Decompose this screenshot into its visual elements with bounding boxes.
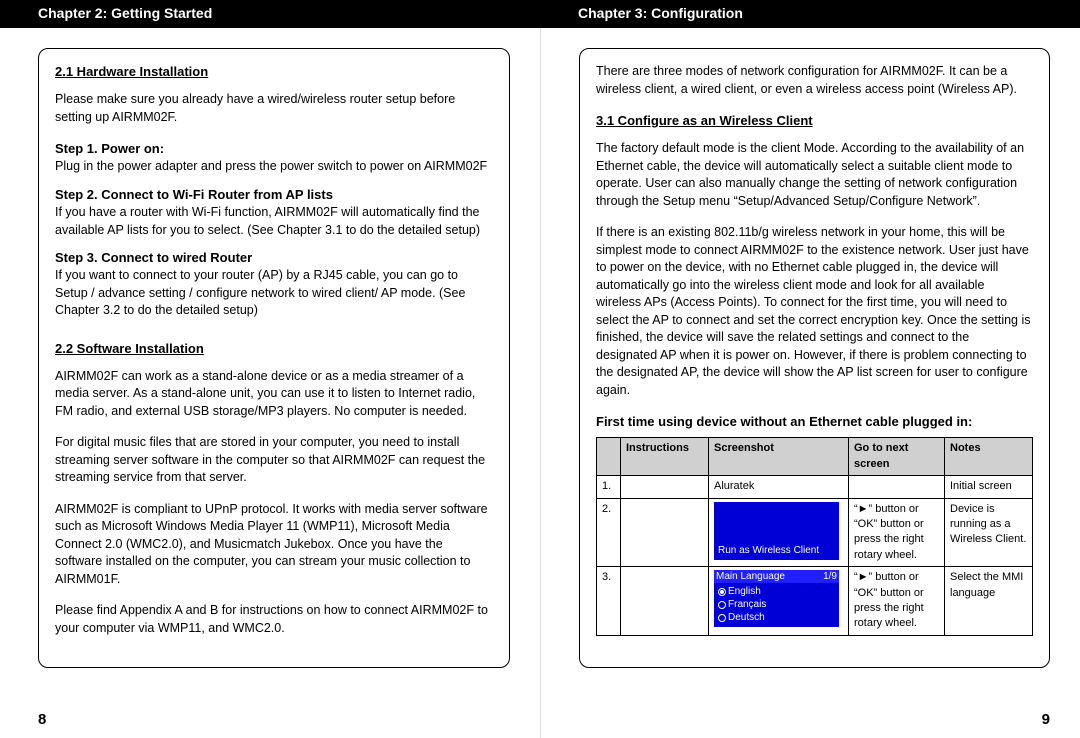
section-2-2-p3: AIRMM02F is compliant to UPnP protocol. …: [55, 501, 493, 589]
screenshot-text: Aluratek: [714, 480, 754, 492]
th-instructions: Instructions: [621, 438, 709, 476]
cell-screenshot: Run as Wireless Client: [709, 498, 849, 567]
radio-icon: [718, 601, 726, 609]
section-2-1-intro: Please make sure you already have a wire…: [55, 91, 493, 126]
lang-option: Français: [718, 598, 835, 611]
right-content-box: There are three modes of network configu…: [579, 48, 1050, 668]
step2-title: Step 2. Connect to Wi-Fi Router from AP …: [55, 186, 493, 204]
section-3-1-p1: The factory default mode is the client M…: [596, 140, 1033, 210]
cell-inst: [621, 498, 709, 567]
cell-num: 3.: [597, 567, 621, 636]
instructions-table: Instructions Screenshot Go to next scree…: [596, 437, 1033, 635]
section-2-2-title: 2.2 Software Installation: [55, 340, 493, 358]
section-2-2-p2: For digital music files that are stored …: [55, 434, 493, 487]
th-next: Go to next screen: [849, 438, 945, 476]
cell-inst: [621, 476, 709, 498]
screenshot-language-menu: Main Language 1/9 English Français: [714, 570, 839, 627]
step3-title: Step 3. Connect to wired Router: [55, 249, 493, 267]
step1-title: Step 1. Power on:: [55, 140, 493, 158]
cell-next: [849, 476, 945, 498]
right-intro: There are three modes of network configu…: [596, 63, 1033, 98]
lang-label: Français: [728, 598, 766, 611]
section-3-1-title: 3.1 Configure as an Wireless Client: [596, 112, 1033, 130]
lang-label: Deutsch: [728, 611, 765, 624]
table-header-row: Instructions Screenshot Go to next scree…: [597, 438, 1033, 476]
section-2-2-p1: AIRMM02F can work as a stand-alone devic…: [55, 368, 493, 421]
radio-icon: [718, 614, 726, 622]
cell-num: 2.: [597, 498, 621, 567]
step3-body: If you want to connect to your router (A…: [55, 267, 493, 320]
table-row: 1. Aluratek Initial screen: [597, 476, 1033, 498]
th-notes: Notes: [945, 438, 1033, 476]
first-time-heading: First time using device without an Ether…: [596, 413, 1033, 431]
page-left: 2.1 Hardware Installation Please make su…: [0, 28, 540, 738]
th-blank: [597, 438, 621, 476]
table-row: 2. Run as Wireless Client “►” button or …: [597, 498, 1033, 567]
cell-num: 1.: [597, 476, 621, 498]
menu-count: 1/9: [823, 570, 837, 583]
cell-screenshot: Aluratek: [709, 476, 849, 498]
cell-next: “►” button or “OK” button or press the r…: [849, 498, 945, 567]
step1-body: Plug in the power adapter and press the …: [55, 158, 493, 176]
cell-notes: Select the MMI language: [945, 567, 1033, 636]
table-row: 3. Main Language 1/9 English: [597, 567, 1033, 636]
page-right: There are three modes of network configu…: [540, 28, 1080, 738]
page-spread: 2.1 Hardware Installation Please make su…: [0, 28, 1080, 738]
section-3-1-p2: If there is an existing 802.11b/g wirele…: [596, 224, 1033, 399]
menu-header: Main Language: [716, 570, 785, 583]
cell-screenshot: Main Language 1/9 English Français: [709, 567, 849, 636]
page-number-right: 9: [1042, 709, 1050, 730]
chapter-title-left: Chapter 2: Getting Started: [0, 4, 540, 24]
screenshot-line: Run as Wireless Client: [718, 544, 819, 557]
chapter-title-bar: Chapter 2: Getting Started Chapter 3: Co…: [0, 0, 1080, 28]
chapter-title-right: Chapter 3: Configuration: [540, 4, 1080, 24]
lang-option: English: [718, 585, 835, 598]
screenshot-wireless-client: Run as Wireless Client: [714, 502, 839, 560]
cell-next: “►” button or “OK” button or press the r…: [849, 567, 945, 636]
cell-inst: [621, 567, 709, 636]
radio-icon: [718, 588, 726, 596]
th-screenshot: Screenshot: [709, 438, 849, 476]
step2-body: If you have a router with Wi-Fi function…: [55, 204, 493, 239]
left-content-box: 2.1 Hardware Installation Please make su…: [38, 48, 510, 668]
lang-option: Deutsch: [718, 611, 835, 624]
page-number-left: 8: [38, 709, 46, 730]
section-2-2-p4: Please find Appendix A and B for instruc…: [55, 602, 493, 637]
section-2-1-title: 2.1 Hardware Installation: [55, 63, 493, 81]
lang-label: English: [728, 585, 761, 598]
cell-notes: Initial screen: [945, 476, 1033, 498]
cell-notes: Device is running as a Wireless Client.: [945, 498, 1033, 567]
